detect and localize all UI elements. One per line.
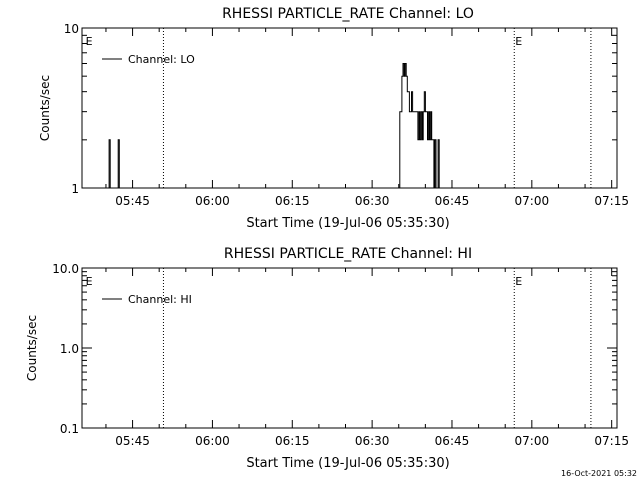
chart-panel-hi: RHESSI PARTICLE_RATE Channel: HI Start T…: [25, 246, 629, 471]
x-tick-label-hi: 05:45: [115, 434, 150, 448]
event-marker-label-hi: E: [515, 275, 522, 288]
x-tick-label-hi: 06:45: [435, 434, 470, 448]
x-axis-label-hi: Start Time (19-Jul-06 05:35:30): [246, 456, 449, 471]
y-tick-label-lo: 1: [71, 182, 79, 196]
x-tick-label-hi: 07:00: [515, 434, 550, 448]
legend-entry-lo: Channel: LO: [128, 53, 195, 66]
y-tick-label-hi: 1.0: [60, 342, 79, 356]
y-axis-label-lo: Counts/sec: [38, 75, 52, 141]
x-tick-label-lo: 06:00: [195, 194, 230, 208]
chart-title-hi: RHESSI PARTICLE_RATE Channel: HI: [224, 246, 472, 262]
x-tick-label-lo: 07:15: [594, 194, 629, 208]
y-tick-label-hi: 10.0: [52, 262, 79, 276]
x-tick-label-hi: 06:15: [275, 434, 310, 448]
chart-title-lo: RHESSI PARTICLE_RATE Channel: LO: [222, 6, 474, 22]
x-tick-label-lo: 06:15: [275, 194, 310, 208]
series-line-lo: [108, 63, 440, 189]
x-tick-label-hi: 07:15: [594, 434, 629, 448]
legend-entry-hi: Channel: HI: [128, 293, 192, 306]
y-tick-label-lo: 10: [64, 22, 79, 36]
x-tick-label-lo: 06:30: [355, 194, 390, 208]
x-tick-label-hi: 06:30: [355, 434, 390, 448]
event-marker-label-hi: E: [86, 275, 93, 288]
y-axis-label-hi: Counts/sec: [25, 315, 39, 381]
event-marker-label-lo: E: [515, 35, 522, 48]
x-tick-label-lo: 07:00: [515, 194, 550, 208]
y-tick-label-hi: 0.1: [60, 422, 79, 436]
x-tick-label-lo: 05:45: [115, 194, 150, 208]
footer-timestamp: 16-Oct-2021 05:32: [561, 469, 637, 478]
x-tick-label-hi: 06:00: [195, 434, 230, 448]
x-axis-label-lo: Start Time (19-Jul-06 05:35:30): [246, 216, 449, 231]
chart-panel-lo: RHESSI PARTICLE_RATE Channel: LO Start T…: [38, 6, 629, 231]
x-tick-label-lo: 06:45: [435, 194, 470, 208]
event-marker-label-lo: E: [86, 35, 93, 48]
